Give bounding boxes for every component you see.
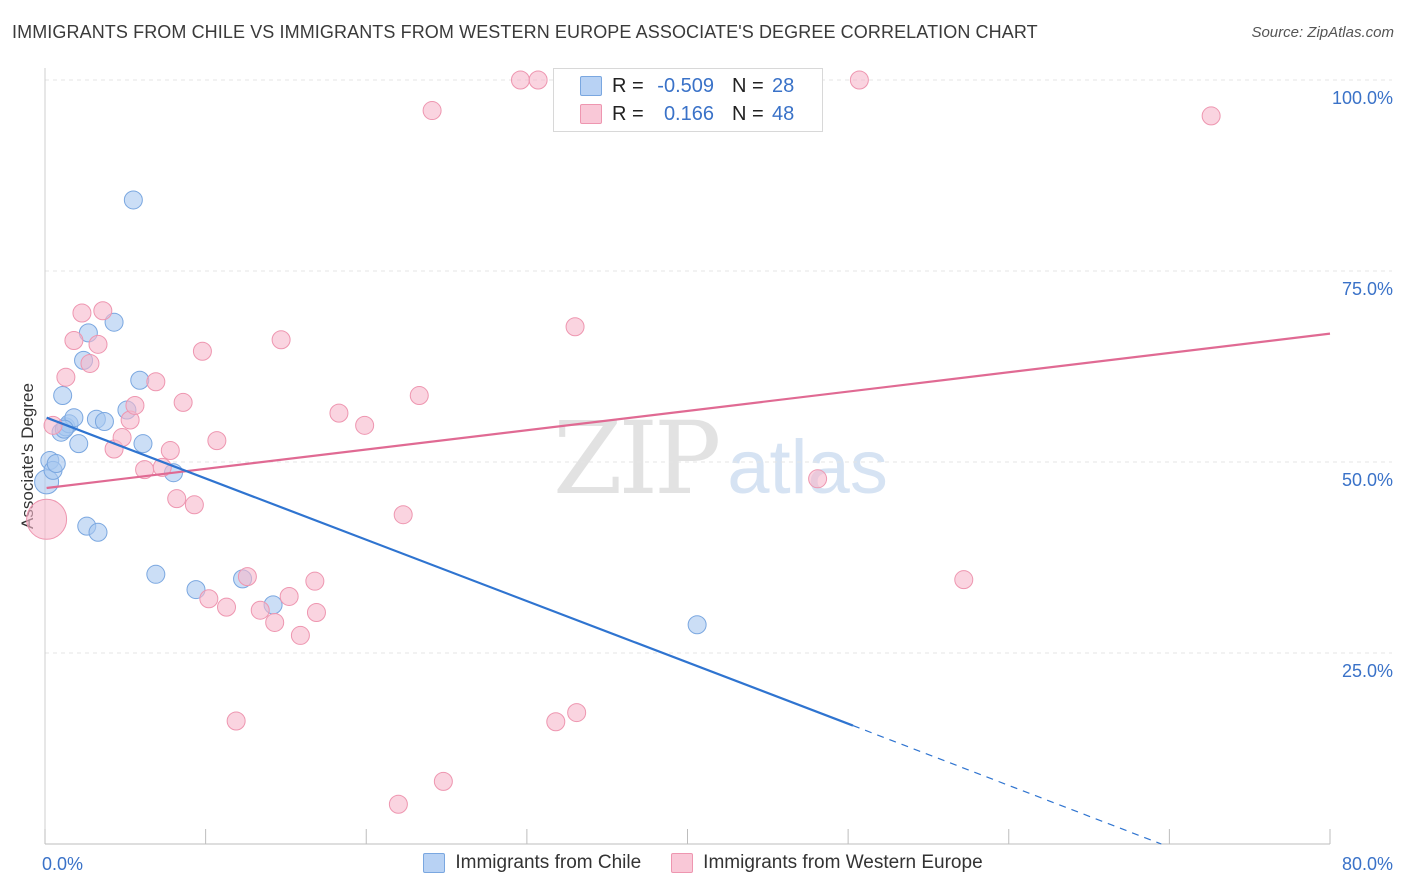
chart-title: IMMIGRANTS FROM CHILE VS IMMIGRANTS FROM… [12,22,1038,42]
n-value: 48 [772,102,795,125]
western-europe-point [160,441,180,461]
r-value: 0.166 [663,102,714,125]
western-europe-point [567,703,587,723]
western-europe-point [290,625,310,645]
chile-point [94,412,114,432]
western-europe-point [72,303,92,323]
western-europe-point [226,711,246,731]
chile-point [130,370,150,390]
western-europe-point [237,567,257,587]
western-europe-point [422,101,442,121]
western-europe-point [217,597,237,617]
chile-point [123,190,143,210]
chile-point [146,564,166,584]
western-europe-point [265,612,285,632]
legend-item-western-europe: Immigrants from Western Europe [671,852,983,874]
western-europe-point [528,70,548,90]
y-tick-label: 75.0% [1342,279,1393,299]
western-europe-point [192,341,212,361]
western-europe-point [808,469,828,489]
y-tick-label: 25.0% [1342,661,1393,681]
western-europe-point [167,489,187,509]
chile-point [186,580,206,600]
n-label: N = [732,74,764,97]
chile-point [104,312,124,332]
western-europe-point [173,392,193,412]
legend-item-chile: Immigrants from Chile [423,852,641,874]
western-europe-point [1201,106,1221,126]
chile-trend-line [46,416,854,727]
western-europe-point [329,403,349,423]
western-europe-point [388,794,408,814]
western-europe-point [355,415,375,435]
western-europe-point [565,317,585,337]
western-europe-swatch [580,104,602,124]
western-europe-point [271,330,291,350]
western-europe-point [125,395,145,415]
western-europe-trend-line [46,332,1331,490]
western-europe-point [954,570,974,590]
western-europe-point [510,70,530,90]
western-europe-point [305,571,325,591]
chile-point [53,386,73,406]
r-value: -0.509 [657,74,714,97]
western-europe-point [546,712,566,732]
r-label: R = [612,74,644,97]
stats-legend-row-chile: R = -0.509 N = 28 [580,73,794,99]
chile-point [46,454,66,474]
western-europe-point [56,367,76,387]
chile-point [133,434,153,454]
chile-point [88,522,108,542]
western-europe-point [279,586,299,606]
chile-swatch [423,853,446,873]
western-europe-point [146,372,166,392]
legend-label-western-europe: Immigrants from Western Europe [703,852,983,873]
western-europe-point [64,331,84,351]
western-europe-point [88,334,108,354]
x-tick-label: 80.0% [1342,854,1393,874]
chile-trend-extension [852,725,1162,845]
western-europe-point [93,301,113,321]
western-europe-point [433,771,453,791]
stats-legend-row-western-europe: R = 0.166 N = 48 [580,101,794,127]
chile-point [687,615,707,635]
western-europe-swatch [671,853,694,873]
western-europe-point [184,495,204,515]
western-europe-point [250,600,270,620]
western-europe-point [80,353,100,373]
n-value: 28 [772,74,795,97]
western-europe-point [207,431,227,451]
western-europe-point [26,498,68,540]
series-legend: Immigrants from Chile Immigrants from We… [0,852,1406,874]
y-tick-label: 100.0% [1332,88,1393,108]
chile-swatch [580,76,602,96]
source-note: Source: ZipAtlas.com [1251,24,1394,41]
western-europe-point [409,386,429,406]
chile-point [69,434,89,454]
x-tick-label: 0.0% [42,854,83,874]
western-europe-point [199,589,219,609]
western-europe-point [393,505,413,525]
western-europe-point [306,603,326,623]
western-europe-point [849,70,869,90]
legend-label-chile: Immigrants from Chile [455,852,642,873]
stats-legend: R = -0.509 N = 28 R = 0.166 N = 48 [553,68,823,132]
r-label: R = [612,102,644,125]
y-tick-label: 50.0% [1342,470,1393,490]
n-label: N = [732,102,764,125]
